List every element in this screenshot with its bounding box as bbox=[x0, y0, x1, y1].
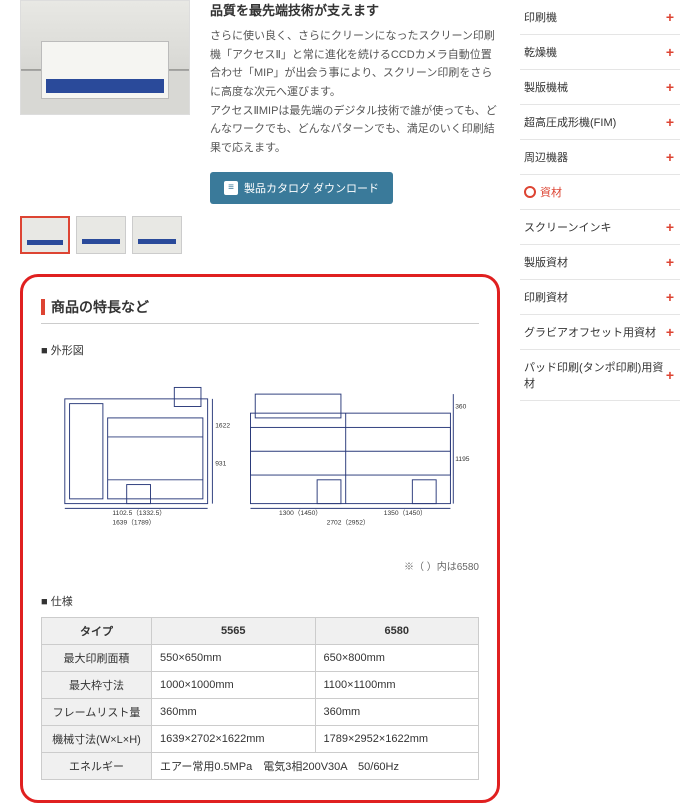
thumbnail-row bbox=[20, 216, 500, 254]
sidebar-item[interactable]: グラビアオフセット用資材+ bbox=[520, 315, 680, 350]
product-description: 品質を最先端技術が支えます さらに使い良く、さらにクリーンになったスクリーン印刷… bbox=[210, 0, 500, 204]
sidebar-item[interactable]: 周辺機器+ bbox=[520, 140, 680, 175]
svg-text:1639（1789）: 1639（1789） bbox=[112, 518, 155, 526]
table-row: 最大枠寸法1000×1000mm1100×1100mm bbox=[42, 671, 479, 698]
sidebar-item[interactable]: 製版資材+ bbox=[520, 245, 680, 280]
expand-icon: + bbox=[666, 254, 674, 270]
sidebar-item-label: スクリーンインキ bbox=[524, 219, 666, 235]
thumbnail-2[interactable] bbox=[76, 216, 126, 254]
spec-label: ■ 仕様 bbox=[41, 593, 479, 609]
sidebar-item[interactable]: 印刷資材+ bbox=[520, 280, 680, 315]
spec-header-6580: 6580 bbox=[315, 617, 479, 644]
product-main-image[interactable] bbox=[20, 0, 190, 115]
sidebar-item-label: グラビアオフセット用資材 bbox=[524, 324, 666, 340]
table-row: フレームリスト量360mm360mm bbox=[42, 698, 479, 725]
main-content: 品質を最先端技術が支えます さらに使い良く、さらにクリーンになったスクリーン印刷… bbox=[20, 0, 520, 803]
download-icon: ≡ bbox=[224, 181, 238, 195]
diagram-label: ■ 外形図 bbox=[41, 342, 479, 358]
expand-icon: + bbox=[666, 44, 674, 60]
sidebar-item-label: 印刷資材 bbox=[524, 289, 666, 305]
svg-text:1195: 1195 bbox=[455, 456, 470, 463]
sidebar-item-label: 製版資材 bbox=[524, 254, 666, 270]
table-row: 最大印刷面積550×650mm650×800mm bbox=[42, 644, 479, 671]
product-text: さらに使い良く、さらにクリーンになったスクリーン印刷機「アクセスⅡ」と常に進化を… bbox=[210, 27, 500, 158]
sidebar-item[interactable]: パッド印刷(タンポ印刷)用資材+ bbox=[520, 350, 680, 401]
feature-heading: 商品の特長など bbox=[41, 297, 479, 324]
expand-icon: + bbox=[666, 114, 674, 130]
svg-text:1102.5（1332.5）: 1102.5（1332.5） bbox=[112, 509, 166, 517]
expand-icon: + bbox=[666, 149, 674, 165]
sidebar-item-label: 資材 bbox=[540, 184, 674, 200]
expand-icon: + bbox=[666, 324, 674, 340]
sidebar-item-label: 印刷機 bbox=[524, 9, 666, 25]
spec-table: タイプ 5565 6580 最大印刷面積550×650mm650×800mm 最… bbox=[41, 617, 479, 780]
svg-text:1350（1450）: 1350（1450） bbox=[384, 509, 427, 517]
svg-text:931: 931 bbox=[215, 460, 226, 467]
svg-text:2702（2952）: 2702（2952） bbox=[327, 518, 370, 526]
svg-text:1622: 1622 bbox=[215, 422, 230, 429]
spec-header-5565: 5565 bbox=[152, 617, 316, 644]
sidebar-item-label: 周辺機器 bbox=[524, 149, 666, 165]
sidebar-item[interactable]: 乾燥機+ bbox=[520, 35, 680, 70]
download-catalog-button[interactable]: ≡ 製品カタログ ダウンロード bbox=[210, 172, 393, 204]
outline-diagram: 1102.5（1332.5） 1639（1789） 931 1622 bbox=[41, 366, 479, 546]
sidebar-item-label: パッド印刷(タンポ印刷)用資材 bbox=[524, 359, 666, 391]
expand-icon: + bbox=[666, 367, 674, 383]
thumbnail-3[interactable] bbox=[132, 216, 182, 254]
expand-icon: + bbox=[666, 79, 674, 95]
sidebar-item-label: 乾燥機 bbox=[524, 44, 666, 60]
product-title: 品質を最先端技術が支えます bbox=[210, 0, 500, 19]
sidebar-item[interactable]: 超高圧成形機(FIM)+ bbox=[520, 105, 680, 140]
sidebar: 印刷機+乾燥機+製版機械+超高圧成形機(FIM)+周辺機器+資材スクリーンインキ… bbox=[520, 0, 680, 401]
sidebar-item-label: 製版機械 bbox=[524, 79, 666, 95]
sidebar-item[interactable]: スクリーンインキ+ bbox=[520, 210, 680, 245]
feature-box: 商品の特長など ■ 外形図 1102.5（1332.5） 1639（1789） bbox=[20, 274, 500, 803]
expand-icon: + bbox=[666, 9, 674, 25]
table-row: タイプ 5565 6580 bbox=[42, 617, 479, 644]
sidebar-item-label: 超高圧成形機(FIM) bbox=[524, 114, 666, 130]
sidebar-item[interactable]: 印刷機+ bbox=[520, 0, 680, 35]
svg-text:360: 360 bbox=[455, 403, 466, 410]
expand-icon: + bbox=[666, 219, 674, 235]
sidebar-item[interactable]: 資材 bbox=[520, 175, 680, 210]
table-row: 機械寸法(W×L×H)1639×2702×1622mm1789×2952×162… bbox=[42, 725, 479, 752]
svg-text:1300（1450）: 1300（1450） bbox=[279, 509, 322, 517]
sidebar-item[interactable]: 製版機械+ bbox=[520, 70, 680, 105]
diagram-note: ※（ ）内は6580 bbox=[41, 558, 479, 573]
spec-header-type: タイプ bbox=[42, 617, 152, 644]
table-row: エネルギーエアー常用0.5MPa 電気3相200V30A 50/60Hz bbox=[42, 752, 479, 779]
expand-icon: + bbox=[666, 289, 674, 305]
thumbnail-1[interactable] bbox=[20, 216, 70, 254]
download-label: 製品カタログ ダウンロード bbox=[244, 180, 379, 196]
